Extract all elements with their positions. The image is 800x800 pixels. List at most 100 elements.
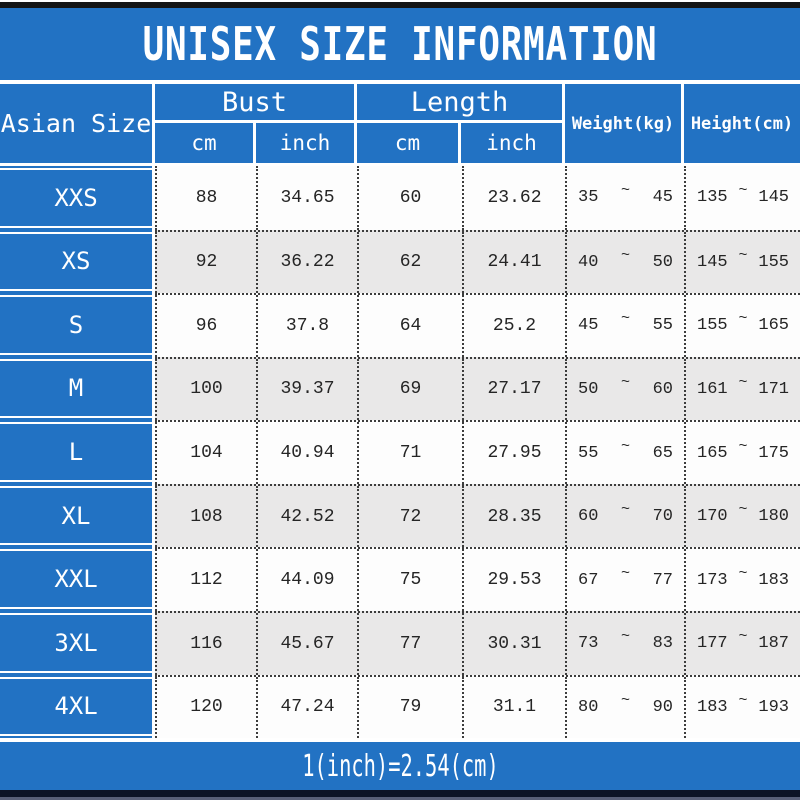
size-label: S [0,293,155,357]
height-max: 183 [758,570,789,590]
weight-min: 35 [578,188,599,208]
length-inch-cell: 31.1 [462,676,565,739]
size-label: XXS [0,166,155,230]
height-range-cell: 173 ~183 [684,549,800,611]
tilde-glyph: ~ [738,373,748,391]
weight-max: 90 [652,697,673,717]
row-cells: 92 36.22 62 24.41 40 ~50 145 ~155 [155,229,800,294]
height-range-cell: 155 ~165 [684,295,800,357]
tilde-glyph: ~ [738,437,748,455]
table-row: 3XL 116 45.67 77 30.31 73 ~83 177 ~187 [0,610,800,675]
bust-cm-cell: 120 [155,676,256,739]
weight-min: 40 [578,252,599,272]
weight-range-cell: 35 ~45 [565,166,684,230]
height-min: 173 [697,570,728,590]
weight-min: 60 [578,507,599,527]
weight-max: 45 [652,188,673,208]
row-cells: 100 39.37 69 27.17 50 ~60 161 ~171 [155,356,800,421]
height-range-cell: 177 ~187 [684,612,800,675]
bust-inch-cell: 36.22 [256,231,357,294]
height-max: 187 [758,634,789,654]
length-inch-cell: 30.31 [462,612,565,675]
row-cells: 96 37.8 64 25.2 45 ~55 155 ~165 [155,293,800,357]
header-length-inch: inch [486,131,537,155]
tilde-glyph: ~ [620,564,630,582]
weight-min: 67 [578,570,599,590]
tilde-glyph: ~ [738,310,748,328]
bust-inch-cell: 39.37 [256,358,357,421]
tilde-glyph: ~ [738,501,748,519]
bust-inch-cell: 47.24 [256,676,357,739]
tilde-glyph: ~ [738,628,748,646]
height-range-cell: 183 ~193 [684,676,800,739]
weight-range-cell: 60 ~70 [565,485,684,548]
length-cm-cell: 72 [357,485,462,548]
table-row: XS 92 36.22 62 24.41 40 ~50 145 ~155 [0,229,800,294]
row-cells: 108 42.52 72 28.35 60 ~70 170 ~180 [155,483,800,548]
height-range-cell: 170 ~180 [684,485,800,548]
height-max: 180 [758,507,789,527]
height-min: 177 [697,634,728,654]
table-row: XXS 88 34.65 60 23.62 35 ~45 135 ~145 [0,166,800,230]
header-bust-cm: cm [155,123,256,163]
tilde-glyph: ~ [620,628,630,646]
size-label: L [0,420,155,484]
table-row: L 104 40.94 71 27.95 55 ~65 165 ~175 [0,420,800,484]
length-cm-cell: 69 [357,358,462,421]
size-label: M [0,356,155,421]
height-max: 165 [758,316,789,336]
weight-max: 77 [652,570,673,590]
tilde-glyph: ~ [620,310,630,328]
bust-inch-cell: 40.94 [256,422,357,484]
height-min: 183 [697,697,728,717]
weight-min: 45 [578,316,599,336]
tilde-glyph: ~ [738,182,748,200]
weight-min: 55 [578,443,599,463]
size-label: 4XL [0,674,155,739]
length-cm-cell: 79 [357,676,462,739]
header-group-length: Length cm inch [357,84,565,163]
size-label: XS [0,229,155,294]
tilde-glyph: ~ [738,246,748,264]
weight-range-cell: 80 ~90 [565,676,684,739]
height-range-cell: 165 ~175 [684,422,800,484]
weight-range-cell: 73 ~83 [565,612,684,675]
height-min: 155 [697,316,728,336]
table-row: S 96 37.8 64 25.2 45 ~55 155 ~165 [0,293,800,357]
row-cells: 104 40.94 71 27.95 55 ~65 165 ~175 [155,420,800,484]
row-cells: 88 34.65 60 23.62 35 ~45 135 ~145 [155,166,800,230]
footer-bar: 1(inch)=2.54(cm) [0,742,800,790]
table-header: Asian Size Bust cm inch Length cm inch W… [0,84,800,163]
height-range-cell: 145 ~155 [684,231,800,294]
height-min: 170 [697,507,728,527]
weight-range-cell: 50 ~60 [565,358,684,421]
length-cm-cell: 75 [357,549,462,611]
table-row: XXL 112 44.09 75 29.53 67 ~77 173 ~183 [0,547,800,611]
length-inch-cell: 24.41 [462,231,565,294]
tilde-glyph: ~ [620,182,630,200]
length-cm-cell: 64 [357,295,462,357]
tilde-glyph: ~ [620,373,630,391]
header-asian-size: Asian Size [0,84,155,163]
conversion-note: 1(inch)=2.54(cm) [301,748,499,784]
bust-inch-cell: 42.52 [256,485,357,548]
length-cm-cell: 62 [357,231,462,294]
weight-range-cell: 45 ~55 [565,295,684,357]
height-min: 165 [697,443,728,463]
length-inch-cell: 29.53 [462,549,565,611]
tilde-glyph: ~ [738,564,748,582]
height-max: 145 [758,188,789,208]
bust-cm-cell: 100 [155,358,256,421]
weight-range-cell: 55 ~65 [565,422,684,484]
bust-inch-cell: 44.09 [256,549,357,611]
header-length-cm: cm [357,123,461,163]
header-height: Height(cm) [690,113,794,134]
bust-cm-cell: 104 [155,422,256,484]
top-border-bar [0,2,800,8]
title-bar: UNISEX SIZE INFORMATION [0,8,800,80]
weight-max: 60 [652,379,673,399]
row-cells: 116 45.67 77 30.31 73 ~83 177 ~187 [155,610,800,675]
height-min: 161 [697,379,728,399]
length-cm-cell: 77 [357,612,462,675]
